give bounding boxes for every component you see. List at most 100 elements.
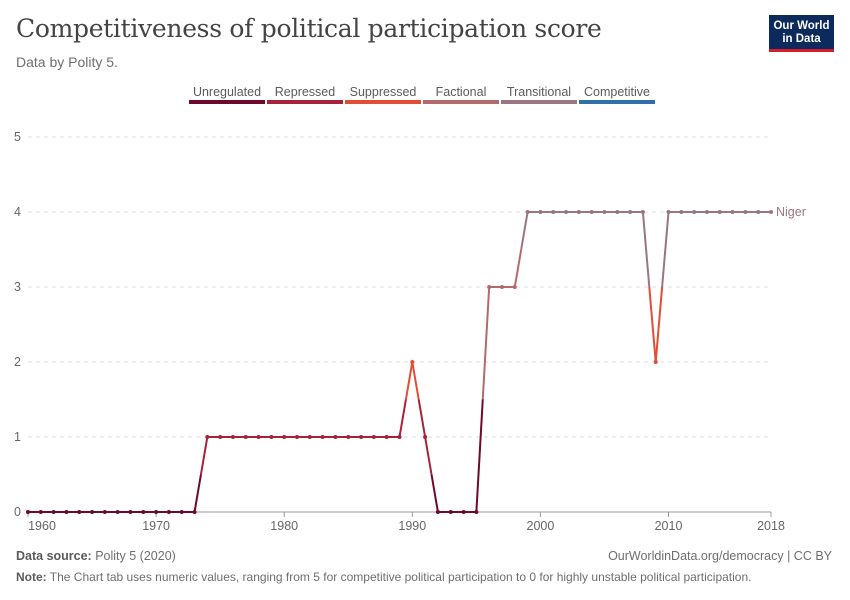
x-tick-label-2000: 2000 bbox=[527, 519, 555, 533]
data-point-1986 bbox=[359, 435, 364, 439]
series-segment bbox=[513, 249, 523, 288]
legend-label-repressed: Repressed bbox=[275, 85, 335, 99]
series-segment bbox=[417, 399, 427, 438]
data-point-2009 bbox=[653, 360, 658, 364]
data-point-1992 bbox=[435, 510, 440, 514]
series-segment bbox=[654, 286, 664, 363]
data-point-1968 bbox=[128, 510, 133, 514]
data-point-2002 bbox=[564, 210, 569, 214]
data-point-1994 bbox=[461, 510, 466, 514]
data-point-2018 bbox=[769, 210, 773, 214]
series-segment bbox=[404, 361, 414, 400]
data-point-2007 bbox=[628, 210, 633, 214]
data-point-1971 bbox=[166, 510, 171, 514]
grid: 0 1 2 3 4 5 bbox=[14, 130, 771, 519]
x-tick-label-2010: 2010 bbox=[655, 519, 683, 533]
legend-label-suppressed: Suppressed bbox=[350, 85, 417, 99]
series-label-niger: Niger bbox=[776, 205, 806, 219]
data-point-1989 bbox=[397, 435, 402, 439]
legend-swatch-repressed bbox=[267, 100, 343, 104]
chart-title: Competitiveness of political participati… bbox=[16, 14, 602, 43]
data-point-1964 bbox=[77, 510, 82, 514]
legend-swatch-unregulated bbox=[189, 100, 265, 104]
data-point-2010 bbox=[666, 210, 671, 214]
data-point-2004 bbox=[589, 210, 594, 214]
data-point-2017 bbox=[756, 210, 761, 214]
data-point-2001 bbox=[551, 210, 556, 214]
y-tick-label-5: 5 bbox=[14, 130, 21, 144]
data-point-2016 bbox=[743, 210, 748, 214]
data-point-2003 bbox=[576, 210, 581, 214]
data-point-2005 bbox=[602, 210, 607, 214]
legend-swatch-transitional bbox=[501, 100, 577, 104]
data-point-2008 bbox=[640, 210, 645, 214]
y-tick-label-3: 3 bbox=[14, 280, 21, 294]
data-point-1999 bbox=[525, 210, 530, 214]
source-value[interactable]: Polity 5 (2020) bbox=[95, 549, 176, 563]
data-point-1979 bbox=[269, 435, 274, 439]
data-point-2000 bbox=[538, 210, 543, 214]
data-point-1996 bbox=[487, 285, 492, 289]
data-point-1977 bbox=[243, 435, 248, 439]
data-point-1978 bbox=[256, 435, 261, 439]
axes: 1960 1970 1980 1990 2000 2010 2018 bbox=[27, 511, 785, 533]
series-niger: Niger bbox=[26, 205, 806, 514]
data-point-1988 bbox=[384, 435, 389, 439]
data-point-1975 bbox=[218, 435, 223, 439]
series-segment bbox=[430, 474, 439, 513]
series-segment bbox=[641, 211, 651, 288]
data-point-1993 bbox=[448, 510, 453, 514]
series-segment bbox=[520, 211, 529, 250]
data-point-1970 bbox=[154, 510, 159, 514]
x-tick-label-1960: 1960 bbox=[28, 519, 56, 533]
series-segment bbox=[398, 399, 407, 438]
series-segment bbox=[424, 436, 433, 475]
legend-label-competitive: Competitive bbox=[584, 85, 650, 99]
note-label: Note: bbox=[16, 570, 47, 584]
data-point-2015 bbox=[730, 210, 735, 214]
x-tick-label-1970: 1970 bbox=[142, 519, 170, 533]
data-point-1966 bbox=[102, 510, 107, 514]
data-point-1991 bbox=[423, 435, 428, 439]
data-point-1974 bbox=[205, 435, 210, 439]
data-point-1961 bbox=[38, 510, 43, 514]
data-point-2011 bbox=[679, 210, 684, 214]
line-chart: Unregulated Repressed Suppressed Factional T… bbox=[14, 85, 806, 533]
chart-subtitle: Data by Polity 5. bbox=[16, 54, 118, 70]
note-text: The Chart tab uses numeric values, rangi… bbox=[49, 570, 752, 584]
legend-swatch-factional bbox=[423, 100, 499, 104]
data-point-1976 bbox=[230, 435, 235, 439]
y-tick-label-1: 1 bbox=[14, 430, 21, 444]
data-point-2012 bbox=[692, 210, 697, 214]
legend-label-unregulated: Unregulated bbox=[193, 85, 261, 99]
data-point-1983 bbox=[320, 435, 325, 439]
series-segment bbox=[411, 361, 420, 400]
data-point-1980 bbox=[282, 435, 287, 439]
series-segment bbox=[193, 474, 202, 513]
legend-swatch-suppressed bbox=[345, 100, 421, 104]
legend-swatch-competitive bbox=[579, 100, 655, 104]
data-point-1965 bbox=[90, 510, 95, 514]
data-point-1982 bbox=[307, 435, 312, 439]
chart-note: Note: The Chart tab uses numeric values,… bbox=[16, 570, 752, 584]
series-segment bbox=[199, 436, 209, 475]
data-point-1990 bbox=[410, 360, 415, 364]
data-point-2013 bbox=[704, 210, 709, 214]
data-point-1969 bbox=[141, 510, 146, 514]
series-segment bbox=[648, 286, 657, 363]
series-segment bbox=[481, 286, 491, 400]
data-point-1984 bbox=[333, 435, 338, 439]
series-segment bbox=[661, 211, 670, 288]
data-point-1987 bbox=[371, 435, 376, 439]
footer-url[interactable]: OurWorldinData.org/democracy | CC BY bbox=[608, 549, 832, 563]
y-tick-label-4: 4 bbox=[14, 205, 21, 219]
data-point-2006 bbox=[615, 210, 620, 214]
logo-line-1: Our World bbox=[773, 20, 830, 32]
data-point-2014 bbox=[717, 210, 722, 214]
data-point-1967 bbox=[115, 510, 120, 514]
data-point-1985 bbox=[346, 435, 351, 439]
source-label: Data source: bbox=[16, 549, 92, 563]
series-segment bbox=[475, 399, 484, 513]
owid-logo[interactable]: Our World in Data bbox=[769, 15, 834, 52]
x-tick-label-1990: 1990 bbox=[398, 519, 426, 533]
